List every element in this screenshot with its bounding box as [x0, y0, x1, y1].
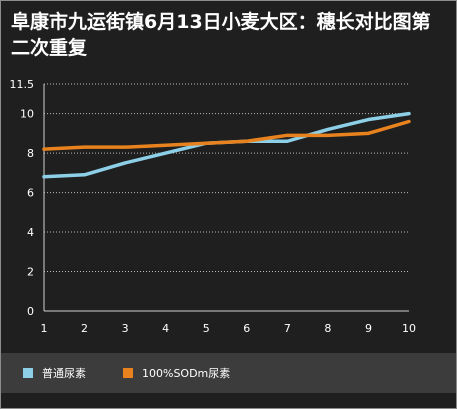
legend-swatch-series-1: [23, 368, 33, 378]
x-tick-label: 1: [41, 322, 48, 335]
y-tick-label: 6: [27, 187, 34, 200]
x-tick-label: 9: [365, 322, 372, 335]
x-tick-label: 7: [284, 322, 291, 335]
x-tick-label: 5: [203, 322, 210, 335]
x-tick-label: 4: [162, 322, 169, 335]
y-tick-label: 10: [20, 108, 34, 121]
legend-label-series-1: 普通尿素: [42, 367, 86, 380]
y-tick-label: 8: [27, 147, 34, 160]
x-tick-label: 8: [324, 322, 331, 335]
series-lines: [42, 111, 411, 179]
legend-swatch-series-2: [123, 368, 133, 378]
axes: [43, 84, 409, 312]
y-tick-label: 0: [27, 305, 34, 318]
y-tick-label: 4: [27, 226, 34, 239]
x-tick-label: 10: [402, 322, 416, 335]
legend-item-series-1: 普通尿素: [23, 365, 86, 381]
x-tick-label: 6: [243, 322, 250, 335]
grid-lines: [44, 83, 409, 273]
legend-item-series-2: 100%SODm尿素: [123, 365, 230, 381]
y-tick-label: 2: [27, 266, 34, 279]
legend-label-series-2: 100%SODm尿素: [142, 367, 231, 380]
y-tick-labels: 0 2 4 6 8 10 11.5: [10, 78, 35, 318]
series-line-1: [42, 111, 411, 179]
legend: 普通尿素 100%SODm尿素: [1, 353, 456, 393]
y-tick-label: 11.5: [10, 78, 35, 91]
x-tick-label: 2: [81, 322, 88, 335]
x-tick-labels: 1 2 3 4 5 6 7 8 9 10: [41, 322, 417, 335]
series-line-2: [42, 119, 411, 151]
x-tick-label: 3: [122, 322, 129, 335]
chart-title: 阜康市九运街镇6月13日小麦大区：穗长对比图第二次重复: [11, 11, 431, 59]
